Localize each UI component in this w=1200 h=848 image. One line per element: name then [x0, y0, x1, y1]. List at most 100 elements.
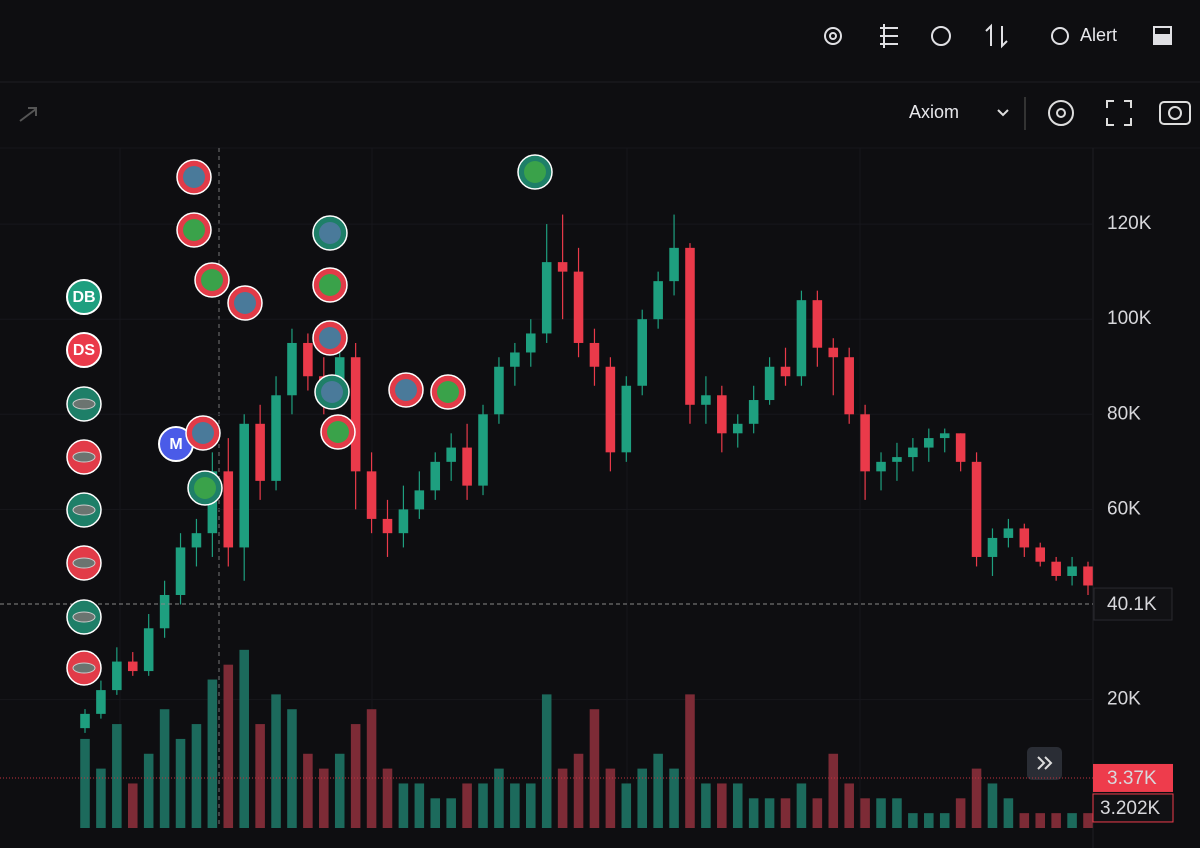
candle-body: [669, 247, 679, 282]
y-tick-label: 120K: [1107, 213, 1152, 234]
volume-bar: [96, 768, 106, 828]
volume-bar: [255, 724, 265, 828]
candle-body: [80, 713, 90, 729]
candle-body: [573, 271, 584, 343]
indicators-icon[interactable]: [880, 24, 898, 48]
candle-body: [541, 262, 552, 334]
volume-bar: [1035, 813, 1046, 828]
volume-bar: [812, 798, 823, 828]
volume-bar: [685, 694, 695, 828]
volume-bar: [557, 768, 568, 828]
trade-marker-icon: [72, 662, 96, 674]
trade-marker-icon: [72, 611, 96, 623]
volume-bar: [701, 783, 711, 828]
volume-bar: [1067, 813, 1077, 828]
volume-bar: [112, 724, 122, 828]
volume-bar: [1051, 813, 1061, 828]
volume-bar: [1083, 813, 1093, 828]
candle-body: [239, 423, 249, 548]
screenshot-lens: [1168, 106, 1182, 120]
volume-bar: [159, 709, 170, 828]
chart-settings-icon[interactable]: [1048, 100, 1074, 126]
layout-icon-fill: [1153, 34, 1172, 45]
source-select[interactable]: Axiom: [909, 102, 959, 122]
trade-marker-icon: [524, 161, 546, 183]
volume-bar: [398, 783, 409, 828]
y-tick-label: 100K: [1107, 308, 1152, 329]
volume-bar: [430, 798, 441, 828]
last-price-tag: [1093, 587, 1173, 621]
trade-marker-icon: [72, 398, 96, 410]
candle-body: [828, 347, 839, 358]
candle-body: [350, 357, 361, 472]
candle-body: [924, 438, 934, 448]
fullscreen-icon[interactable]: [1106, 100, 1132, 126]
trader-avatar-label: DB: [72, 289, 95, 306]
trade-marker-icon: [72, 451, 96, 463]
volume-bar: [334, 753, 345, 828]
candle-body: [175, 547, 186, 595]
candle-body: [271, 395, 281, 481]
candle-body: [1003, 528, 1014, 538]
candle-body: [430, 461, 441, 491]
top-toolbar: [824, 23, 1172, 49]
volume-bar: [589, 709, 600, 828]
candle-body: [462, 447, 472, 486]
volume-bar: [637, 768, 647, 828]
candle-body: [1067, 566, 1077, 576]
volume-tag-label: 3.202K: [1100, 798, 1161, 819]
volume-bar: [955, 798, 966, 828]
settings-icon[interactable]: [824, 27, 842, 45]
volume-bar: [796, 783, 807, 828]
candle-body: [303, 342, 313, 377]
volume-bar: [717, 783, 727, 828]
y-tick-label: 80K: [1107, 403, 1141, 424]
volume-bar: [223, 664, 234, 828]
volume-tag: [1092, 793, 1174, 823]
candle-body: [127, 661, 138, 672]
candle-body: [892, 457, 902, 462]
dropdown-caret[interactable]: [997, 109, 1009, 117]
candle-body: [287, 342, 297, 396]
candle-body: [812, 300, 823, 348]
volume-tag-label: 3.37K: [1107, 768, 1157, 789]
volume-bar: [844, 783, 854, 828]
y-tick-label: 20K: [1107, 689, 1141, 710]
candle-body: [732, 423, 743, 434]
alert-button[interactable]: Alert: [1080, 25, 1117, 45]
candle-body: [382, 518, 393, 534]
y-tick-label: 60K: [1107, 498, 1141, 519]
volume-bar: [653, 753, 663, 828]
candle-body: [717, 395, 727, 434]
volume-bar: [732, 783, 743, 828]
trader-avatar: [66, 332, 102, 368]
volume-bar: [605, 768, 616, 828]
trade-marker-icon: [395, 379, 417, 401]
volume-bar: [621, 783, 632, 828]
candle-body: [748, 400, 759, 424]
trade-marker-icon: [183, 219, 205, 241]
redo-icon[interactable]: [19, 107, 37, 122]
trade-marker-icon: [319, 327, 341, 349]
trader-avatar-label: DS: [73, 342, 96, 359]
alert-icon[interactable]: [1051, 27, 1069, 45]
trade-marker-icon: [327, 421, 349, 443]
candle-body: [1051, 561, 1061, 576]
volume-bar: [764, 798, 775, 828]
volume-bar: [478, 783, 488, 828]
volume-bar: [494, 768, 504, 828]
swap-icon[interactable]: [985, 23, 1008, 49]
volume-bar: [971, 768, 982, 828]
scroll-right-icon: [1037, 756, 1053, 770]
trade-marker-icon: [201, 269, 223, 291]
trade-marker-icon: [192, 422, 214, 444]
screenshot-icon[interactable]: [1159, 101, 1191, 125]
candle-body: [255, 423, 265, 481]
chart-tools: [1048, 100, 1191, 126]
candle-body: [701, 395, 711, 405]
currency-icon[interactable]: [931, 26, 951, 46]
volume-bar: [127, 783, 138, 828]
volume-bar: [669, 768, 679, 828]
candle-body: [605, 366, 616, 453]
